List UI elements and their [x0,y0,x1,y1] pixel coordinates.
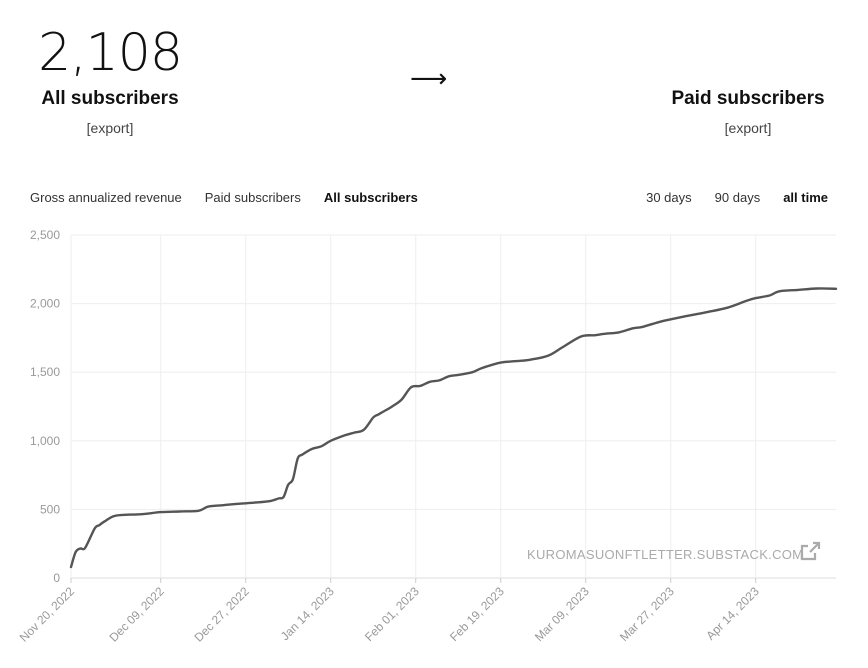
range-tabs: 30 days 90 days all time [646,190,828,205]
x-tick-label: Mar 09, 2023 [532,584,592,644]
tab-90-days[interactable]: 90 days [714,190,761,205]
x-tick-label: Feb 01, 2023 [362,584,422,644]
watermark-text[interactable]: KUROMASUONFTLETTER.SUBSTACK.COM [527,547,803,562]
y-tick-label: 2,500 [30,228,60,242]
chart-series [69,287,838,569]
all-subscribers-count: 2,108 [38,23,183,83]
paid-subscribers-stat: Paid subscribers [export] [648,22,848,138]
paid-subscribers-label: Paid subscribers [671,88,825,109]
x-tick-label: Jan 14, 2023 [278,584,337,643]
external-link-icon[interactable] [800,541,821,561]
watermark[interactable]: KUROMASUONFTLETTER.SUBSTACK.COM [527,541,821,562]
x-tick-label: Nov 20, 2022 [17,584,78,645]
paid-subscribers-export-link[interactable]: [export] [724,120,772,136]
all-subscribers-export-link[interactable]: [export] [86,120,134,136]
arrow-right-icon: ⟶ [410,64,448,94]
paid-subscribers-count-placeholder [648,22,848,84]
y-tick-label: 500 [40,502,60,516]
tab-all-subscribers[interactable]: All subscribers [323,190,418,205]
y-tick-label: 0 [53,571,60,585]
all-subscribers-stat: 2,108 All subscribers [export] [20,22,200,138]
all-subscribers-label: All subscribers [41,88,179,109]
tab-all-time[interactable]: all time [783,190,828,205]
tab-paid-subscribers[interactable]: Paid subscribers [204,190,301,205]
x-tick-label: Apr 14, 2023 [703,584,762,643]
x-tick-label: Mar 27, 2023 [617,584,677,644]
y-tick-label: 1,500 [30,365,60,379]
tab-30-days[interactable]: 30 days [646,190,692,205]
chart-axes: 0 500 1,000 1,500 2,000 2,500 Nov 20, 2022 Dec … [17,228,762,645]
y-tick-label: 1,000 [30,434,60,448]
metric-tabs: Gross annualized revenue Paid subscriber… [30,190,418,205]
chart-grid [70,234,836,583]
subscribers-line-chart: 0 500 1,000 1,500 2,000 2,500 Nov 20, 2022 Dec … [17,228,838,645]
x-tick-label: Dec 09, 2022 [106,584,167,645]
tab-gross-annualized-revenue[interactable]: Gross annualized revenue [30,190,182,205]
y-tick-label: 2,000 [30,297,60,311]
x-tick-label: Dec 27, 2022 [191,584,252,645]
x-tick-label: Feb 19, 2023 [447,584,507,644]
series-line-all-subscribers [69,287,838,569]
